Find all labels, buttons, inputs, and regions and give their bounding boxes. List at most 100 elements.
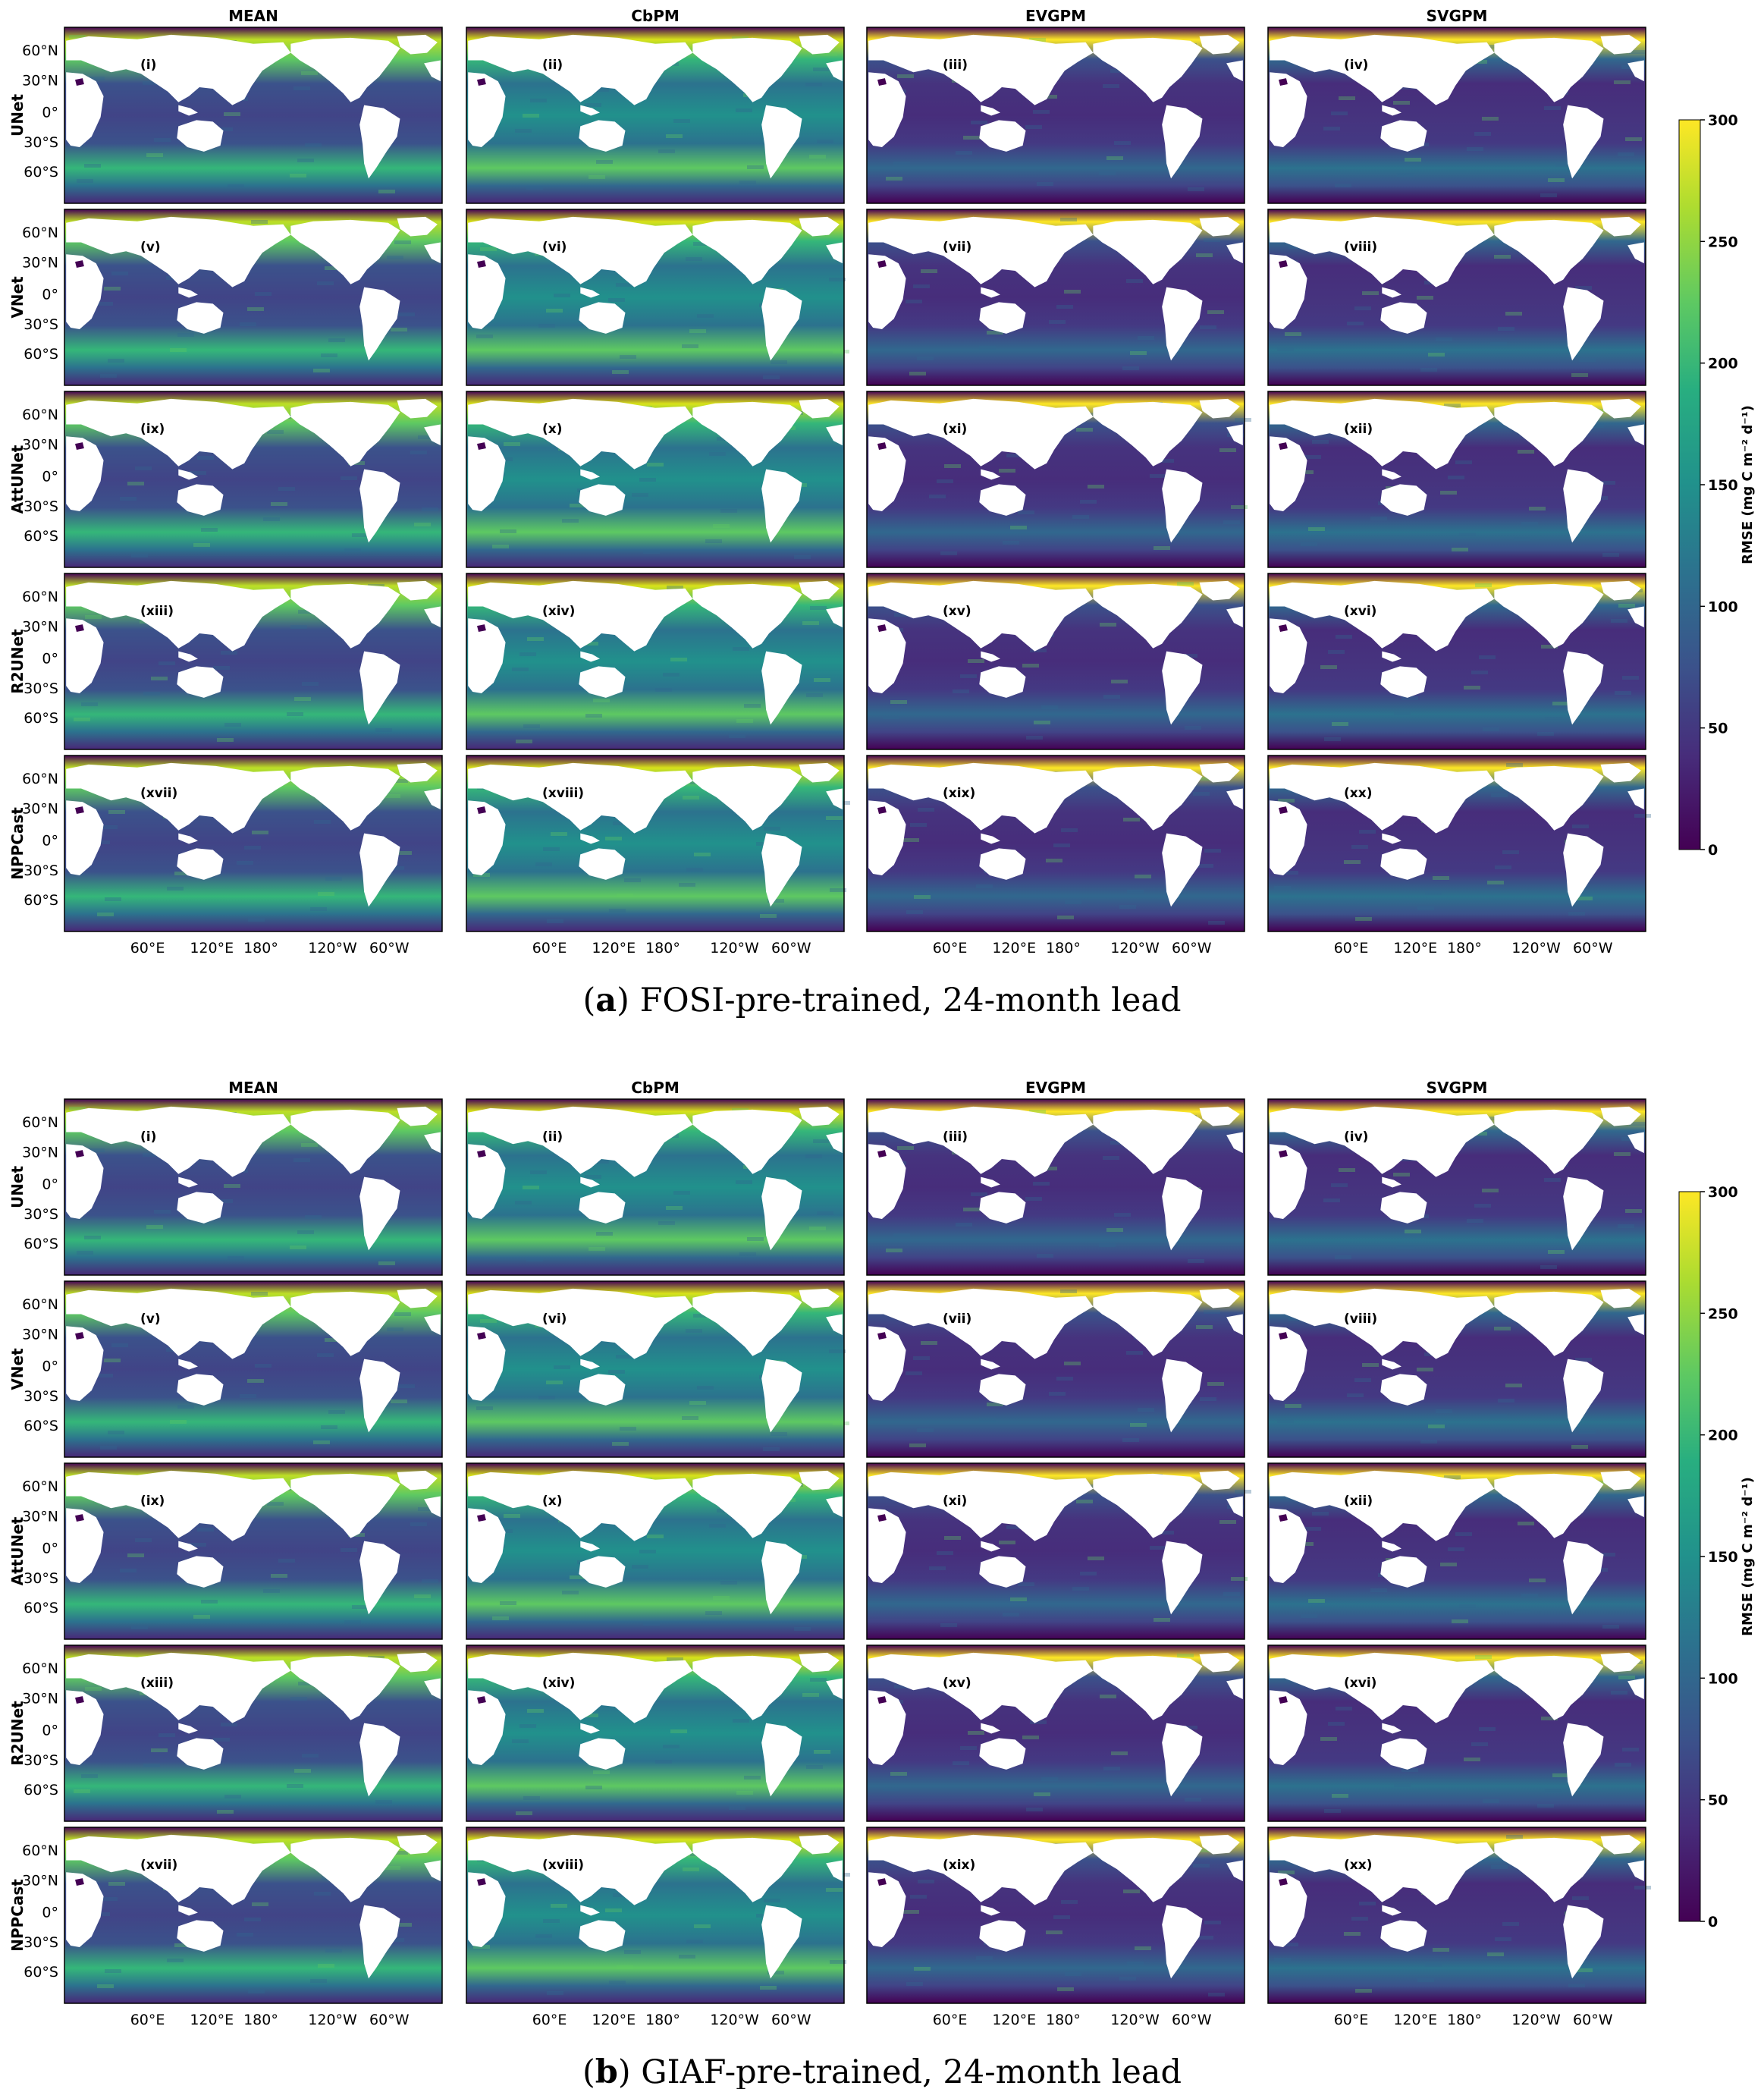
field-texture	[190, 1543, 206, 1547]
map-panel: (xv)	[866, 1644, 1245, 1822]
lat-tick-label: 30°N	[22, 1509, 58, 1525]
field-texture	[918, 1880, 934, 1883]
lon-tick-label: 180°	[243, 2012, 278, 2028]
field-texture	[301, 1143, 318, 1147]
field-texture	[806, 693, 823, 697]
field-texture	[794, 555, 811, 559]
map-panel: (iv)	[1267, 27, 1646, 204]
lat-tick-label: 30°S	[24, 1934, 58, 1951]
field-texture	[159, 1733, 175, 1737]
field-texture	[547, 919, 563, 923]
field-texture	[213, 666, 230, 670]
field-texture	[515, 129, 532, 133]
lat-tick-label: 60°S	[24, 346, 58, 363]
field-texture	[1417, 296, 1433, 300]
field-texture	[519, 652, 536, 656]
lat-tick-label: 0°	[42, 1722, 58, 1739]
field-texture	[1056, 305, 1073, 309]
field-texture	[1618, 604, 1635, 608]
map-panel: (xi)	[866, 391, 1251, 568]
field-texture	[368, 584, 385, 588]
field-texture	[1177, 1654, 1194, 1657]
field-texture	[713, 524, 730, 528]
field-texture	[960, 1746, 977, 1750]
panel-frame	[866, 755, 1245, 932]
field-texture	[767, 899, 784, 903]
field-texture	[1555, 163, 1572, 167]
field-texture	[697, 314, 714, 318]
field-texture	[293, 86, 310, 90]
field-texture	[658, 149, 675, 153]
lat-tick-label: 60°S	[24, 1236, 58, 1252]
field-texture	[167, 1959, 184, 1962]
field-texture	[570, 1575, 586, 1579]
field-texture	[1405, 158, 1421, 162]
field-texture	[1033, 110, 1050, 114]
field-texture	[944, 1536, 961, 1540]
field-texture	[84, 164, 101, 168]
lat-tick-label: 60°N	[22, 407, 58, 423]
field-texture	[1482, 1189, 1499, 1192]
caption-text: GIAF-pre-trained, 24-month lead	[641, 2053, 1182, 2089]
field-texture	[290, 625, 307, 629]
field-texture	[108, 1882, 125, 1886]
field-texture	[244, 846, 261, 850]
field-texture	[1053, 843, 1070, 847]
map-panel: (v)	[64, 209, 443, 386]
field-texture	[538, 1396, 555, 1399]
field-texture	[910, 823, 927, 827]
field-texture	[96, 1374, 113, 1377]
field-texture	[592, 88, 609, 92]
field-texture	[1332, 1794, 1348, 1798]
field-texture	[1157, 459, 1174, 463]
field-texture	[987, 1403, 1003, 1406]
field-texture	[1049, 320, 1066, 324]
field-texture	[1223, 520, 1240, 524]
field-texture	[1207, 310, 1224, 314]
field-texture	[1193, 792, 1210, 796]
figure-caption: (b) GIAF-pre-trained, 24-month lead	[582, 2053, 1182, 2089]
field-texture	[829, 278, 846, 281]
lon-tick-label: 120°E	[592, 940, 636, 957]
field-texture	[1223, 1592, 1240, 1596]
field-texture	[1193, 1864, 1210, 1868]
field-texture	[255, 292, 272, 296]
field-texture	[394, 240, 411, 244]
field-texture	[1114, 141, 1131, 145]
field-texture	[944, 464, 961, 468]
field-texture	[93, 840, 110, 844]
field-texture	[111, 272, 128, 275]
field-texture	[897, 1146, 914, 1150]
field-texture	[617, 1965, 633, 1969]
field-texture	[609, 909, 626, 913]
field-texture	[1064, 1362, 1081, 1365]
field-texture	[1544, 1178, 1561, 1182]
field-texture	[321, 1425, 337, 1429]
field-texture	[1552, 1773, 1569, 1777]
lon-tick-label: 180°	[1447, 2012, 1482, 2028]
map-panel: (v)	[64, 1280, 443, 1458]
field-texture	[523, 1186, 539, 1189]
figure-caption: (a) FOSI-pre-trained, 24-month lead	[582, 982, 1181, 1019]
field-texture	[929, 495, 946, 498]
field-texture	[1417, 906, 1434, 910]
field-texture	[221, 651, 237, 655]
column-title: CbPM	[631, 7, 680, 25]
field-texture	[736, 108, 752, 112]
panel-frame	[64, 1644, 443, 1822]
panel-frame	[1267, 755, 1646, 932]
map-panel: (viii)	[1267, 209, 1646, 386]
lat-tick-label: 30°S	[24, 1388, 58, 1405]
panel-label: (v)	[140, 1312, 161, 1327]
panel-frame	[1267, 573, 1646, 750]
field-texture	[909, 372, 926, 375]
field-texture	[1440, 1563, 1457, 1566]
field-texture	[314, 1892, 331, 1896]
field-texture	[1207, 1382, 1224, 1386]
field-texture	[979, 346, 996, 350]
lon-tick-label: 120°W	[1511, 940, 1561, 957]
panel-frame	[466, 1098, 845, 1276]
lat-tick-label: 0°	[42, 104, 58, 121]
field-texture	[1003, 541, 1019, 545]
field-texture	[1331, 112, 1348, 115]
